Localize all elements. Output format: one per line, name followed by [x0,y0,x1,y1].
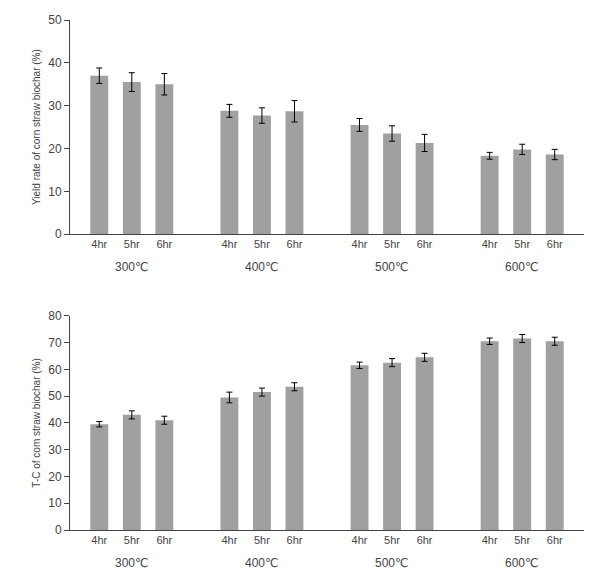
svg-text:400℃: 400℃ [245,260,279,274]
svg-text:6hr: 6hr [156,534,172,546]
svg-text:5hr: 5hr [514,238,530,250]
svg-text:5hr: 5hr [514,534,530,546]
svg-text:80: 80 [48,309,62,323]
svg-text:6hr: 6hr [547,238,563,250]
svg-text:10: 10 [48,185,62,199]
svg-text:4hr: 4hr [352,238,368,250]
svg-text:0: 0 [55,523,62,537]
svg-text:600℃: 600℃ [505,556,539,570]
svg-text:5hr: 5hr [384,238,400,250]
svg-text:5hr: 5hr [254,238,270,250]
svg-text:6hr: 6hr [547,534,563,546]
svg-text:Yield rate of corn straw bioch: Yield rate of corn straw biochar (%) [31,49,42,205]
svg-text:4hr: 4hr [482,534,498,546]
svg-text:6hr: 6hr [287,238,303,250]
svg-text:30: 30 [48,99,62,113]
svg-text:30: 30 [48,443,62,457]
svg-text:T-C of com straw biochar (%): T-C of com straw biochar (%) [31,358,42,487]
svg-text:5hr: 5hr [124,534,140,546]
svg-text:4hr: 4hr [482,238,498,250]
svg-text:40: 40 [48,56,62,70]
svg-text:300℃: 300℃ [115,556,149,570]
svg-text:300℃: 300℃ [115,260,149,274]
svg-text:4hr: 4hr [91,238,107,250]
svg-text:50: 50 [48,389,62,403]
svg-text:6hr: 6hr [156,238,172,250]
svg-text:4hr: 4hr [91,534,107,546]
svg-text:40: 40 [48,416,62,430]
svg-text:400℃: 400℃ [245,556,279,570]
svg-text:70: 70 [48,336,62,350]
svg-text:4hr: 4hr [221,534,237,546]
svg-text:0: 0 [55,227,62,241]
svg-text:6hr: 6hr [287,534,303,546]
svg-text:500℃: 500℃ [375,556,409,570]
svg-text:50: 50 [48,13,62,27]
svg-text:6hr: 6hr [417,238,433,250]
svg-text:500℃: 500℃ [375,260,409,274]
svg-text:60: 60 [48,363,62,377]
svg-text:20: 20 [48,142,62,156]
svg-text:4hr: 4hr [221,238,237,250]
svg-text:5hr: 5hr [384,534,400,546]
svg-text:10: 10 [48,496,62,510]
svg-text:4hr: 4hr [352,534,368,546]
svg-text:6hr: 6hr [417,534,433,546]
svg-text:20: 20 [48,470,62,484]
svg-text:600℃: 600℃ [505,260,539,274]
svg-text:5hr: 5hr [254,534,270,546]
svg-text:5hr: 5hr [124,238,140,250]
